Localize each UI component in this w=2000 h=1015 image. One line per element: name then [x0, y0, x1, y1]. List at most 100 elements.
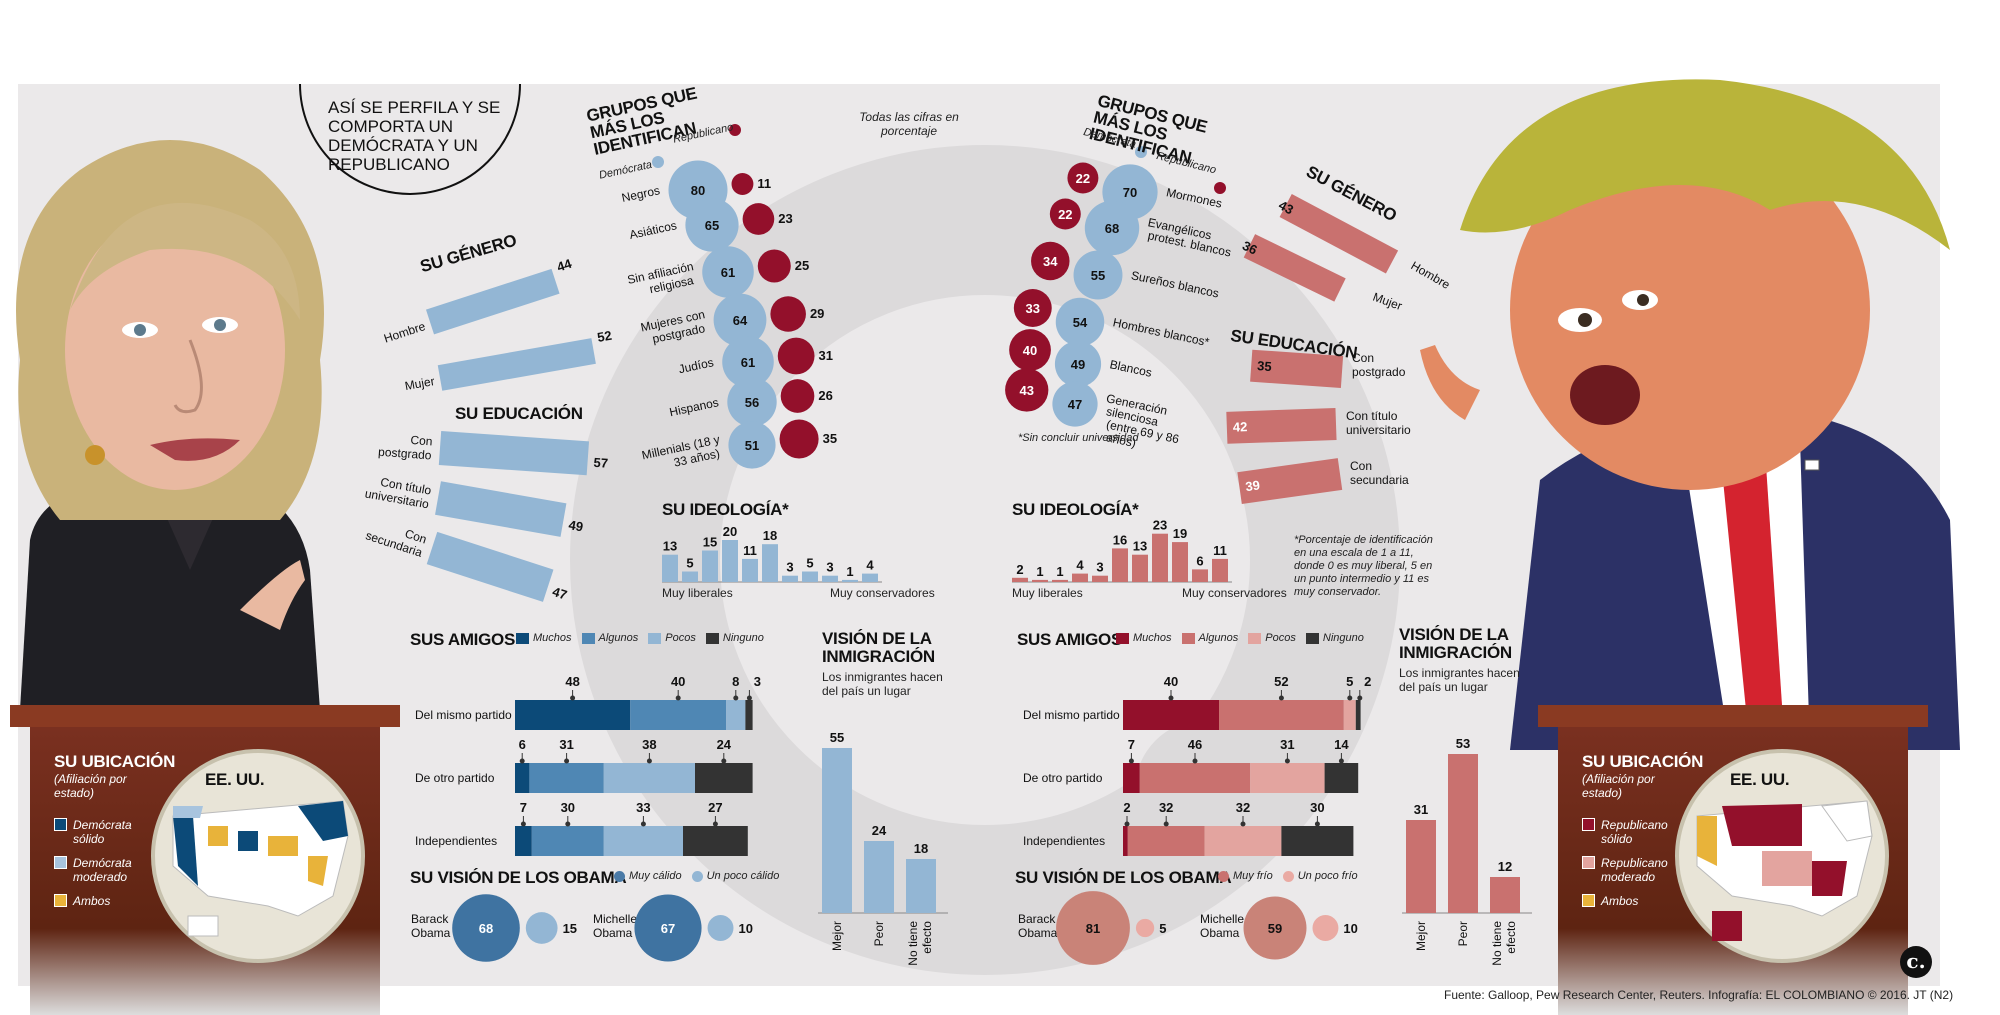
rep-group-value-main: 54 [1073, 315, 1088, 330]
rep-group-label: Hombres blancos* [1112, 315, 1211, 349]
dem-friends-segment [531, 826, 604, 856]
rep-group-value-main: 49 [1071, 357, 1085, 372]
rep-gender-bar [1243, 234, 1346, 302]
dem-friends-segment [515, 763, 530, 793]
dem-friends-value: 24 [717, 737, 732, 752]
dem-immig-bar [864, 841, 894, 913]
dem-education-title: SU EDUCACIÓN [455, 404, 583, 423]
dem-obama-name: Michelle [593, 912, 637, 926]
rep-friends-segment [1355, 700, 1361, 730]
dem-obama-value-big: 67 [661, 921, 675, 936]
dem-obama-value-small: 10 [738, 921, 752, 936]
dem-friends-label: De otro partido [415, 771, 495, 785]
rep-friends-value: 32 [1159, 800, 1173, 815]
rep-group-bubble-rep [1031, 241, 1070, 281]
dem-group-value-dem: 65 [705, 218, 719, 233]
rep-immig-label: No tiene [1490, 921, 1504, 966]
rep-obama-bubble-small [1312, 915, 1339, 941]
legend-label: Demócrata moderado [73, 856, 132, 884]
rep-ideology-bar [1212, 558, 1228, 582]
rep-ideology-bar [1012, 577, 1028, 582]
rep-education-label: universitario [1346, 423, 1411, 437]
dem-education-label: Con [410, 433, 433, 449]
dem-group-bubble-rep [780, 379, 815, 413]
dem-friends-value: 31 [559, 737, 573, 752]
rep-group-bubble-dem [1073, 250, 1123, 300]
rep-friends-value: 32 [1236, 800, 1250, 815]
rep-obama-name: Barack [1018, 912, 1056, 926]
dem-immig-label: Peor [872, 921, 886, 946]
legend-swatch [1218, 870, 1229, 882]
dem-ideology-value: 13 [663, 539, 677, 554]
dem-ideology-value: 3 [826, 560, 833, 575]
rep-education-value: 39 [1244, 477, 1260, 494]
democrat-caricature [16, 140, 324, 710]
rep-gender-value: 43 [1276, 197, 1296, 217]
dem-group-bubble-dem [685, 198, 739, 252]
rep-friends-segment [1123, 763, 1140, 793]
rep-education-label: secundaria [1350, 473, 1409, 487]
dem-ideology-bar [722, 540, 738, 582]
rep-friends-value: 46 [1188, 737, 1202, 752]
dem-group-bubble-rep [777, 337, 815, 375]
dem-immig-bar [822, 748, 852, 913]
rep-group-value-main: 70 [1123, 185, 1137, 200]
dem-friends-segment [695, 763, 753, 793]
dem-friends-value: 30 [561, 800, 575, 815]
rep-group-value-small: 34 [1043, 254, 1058, 269]
rep-group-value-small: 33 [1026, 301, 1040, 316]
rep-gender-bar [1279, 193, 1399, 274]
legend-swatch [648, 632, 662, 644]
dem-gender-bar [425, 268, 560, 335]
rep-education-label: Con [1350, 459, 1372, 473]
rep-obama-bubble-big [1056, 891, 1130, 965]
rep-friends-segment [1281, 826, 1354, 856]
rep-obama-name: Obama [1200, 926, 1240, 940]
rep-groups-legend-dot-rep [1214, 182, 1226, 194]
rep-ideology-bar [1132, 554, 1148, 582]
legend-label: Muchos [1133, 632, 1172, 644]
rep-ideology-title: SU IDEOLOGÍA* [1012, 500, 1139, 519]
dem-group-value-rep: 25 [795, 258, 809, 273]
dem-ideology-value: 5 [686, 556, 693, 571]
rep-immig-bar [1406, 820, 1436, 913]
dem-ideology-bar [662, 554, 678, 582]
legend-swatch [516, 632, 529, 644]
rep-group-bubble-rep [1049, 198, 1081, 230]
rep-us-map [1675, 749, 1889, 963]
legend-label: Republicano sólido [1601, 818, 1668, 846]
rep-groups-legend-dot-dem [1135, 146, 1147, 158]
rep-obama-value-big: 59 [1268, 921, 1282, 936]
legend-label: Pocos [1265, 632, 1296, 644]
rep-friends-legend: Muchos Algunos Pocos Ninguno [1116, 632, 1364, 644]
legend-swatch [1305, 632, 1319, 644]
dem-immig-label: efecto [920, 921, 934, 954]
dem-ideology-bar [862, 573, 878, 582]
dem-gender-bar-group: 44 Hombre [382, 256, 574, 346]
legend-swatch [1282, 870, 1294, 882]
rep-ideology-bar [1032, 579, 1048, 582]
rep-friends-value: 7 [1128, 737, 1135, 752]
rep-group-value-small: 22 [1058, 207, 1072, 222]
dem-ideology-bar [702, 550, 718, 582]
legend-label: Muy frío [1233, 870, 1273, 882]
dem-obama-name: Barack [411, 912, 449, 926]
dem-friends-title: SUS AMIGOS [410, 630, 515, 649]
legend-label: Ninguno [1322, 632, 1364, 644]
rep-immigration-title: VISIÓN DE LA INMIGRACIÓN [1399, 625, 1512, 662]
dem-friends-segment [515, 826, 532, 856]
dem-ideology-bar [822, 575, 838, 582]
rep-ideology-bar [1052, 579, 1068, 582]
rep-gender-bar-group: 43 [1276, 193, 1399, 274]
legend-swatch [1582, 856, 1595, 869]
dem-groups-legend-dot-rep [729, 124, 741, 136]
rep-edu-bar-group: 35 [1250, 349, 1344, 388]
rep-ideology-value: 13 [1133, 539, 1147, 554]
dem-friends-segment [726, 700, 746, 730]
rep-group-bubble-rep [1013, 289, 1052, 327]
dem-group-bubble-dem [713, 293, 767, 347]
dem-friends-segment [683, 826, 748, 856]
dem-group-label: Negros [620, 183, 661, 205]
title-circle [299, 83, 521, 195]
rep-group-bubble-rep [1005, 368, 1049, 412]
